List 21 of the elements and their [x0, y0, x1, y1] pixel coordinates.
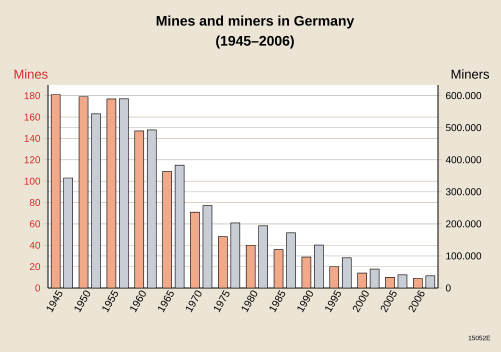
y-tick-label: 0: [35, 284, 40, 292]
chart-subtitle: (1945–2006): [216, 35, 294, 48]
y-tick-label: 80: [30, 199, 40, 206]
y2-tick-label: 200.000: [446, 220, 482, 228]
y-tick-label: 20: [30, 263, 40, 270]
y-tick-label: 180: [24, 92, 40, 100]
y2-axis-title: Miners: [452, 69, 490, 79]
y2-tick-label: 300.000: [446, 188, 482, 196]
y-tick-label: 160: [24, 114, 40, 121]
y2-tick-label: 400.000: [446, 156, 482, 164]
y2-tick-label: 100.000: [446, 252, 482, 260]
chart-title: Mines and miners in Germany: [156, 15, 354, 28]
y-tick-label: 40: [30, 242, 40, 249]
y-tick-label: 120: [24, 156, 40, 164]
y2-tick-label: 500.000: [446, 124, 482, 132]
y-tick-label: 100: [24, 178, 40, 185]
y2-tick-label: 600.000: [446, 92, 482, 100]
y2-tick-label: 0: [446, 284, 451, 292]
y-axis-title: Mines: [14, 69, 48, 79]
y-tick-label: 60: [30, 220, 40, 228]
y-tick-label: 140: [24, 134, 40, 142]
